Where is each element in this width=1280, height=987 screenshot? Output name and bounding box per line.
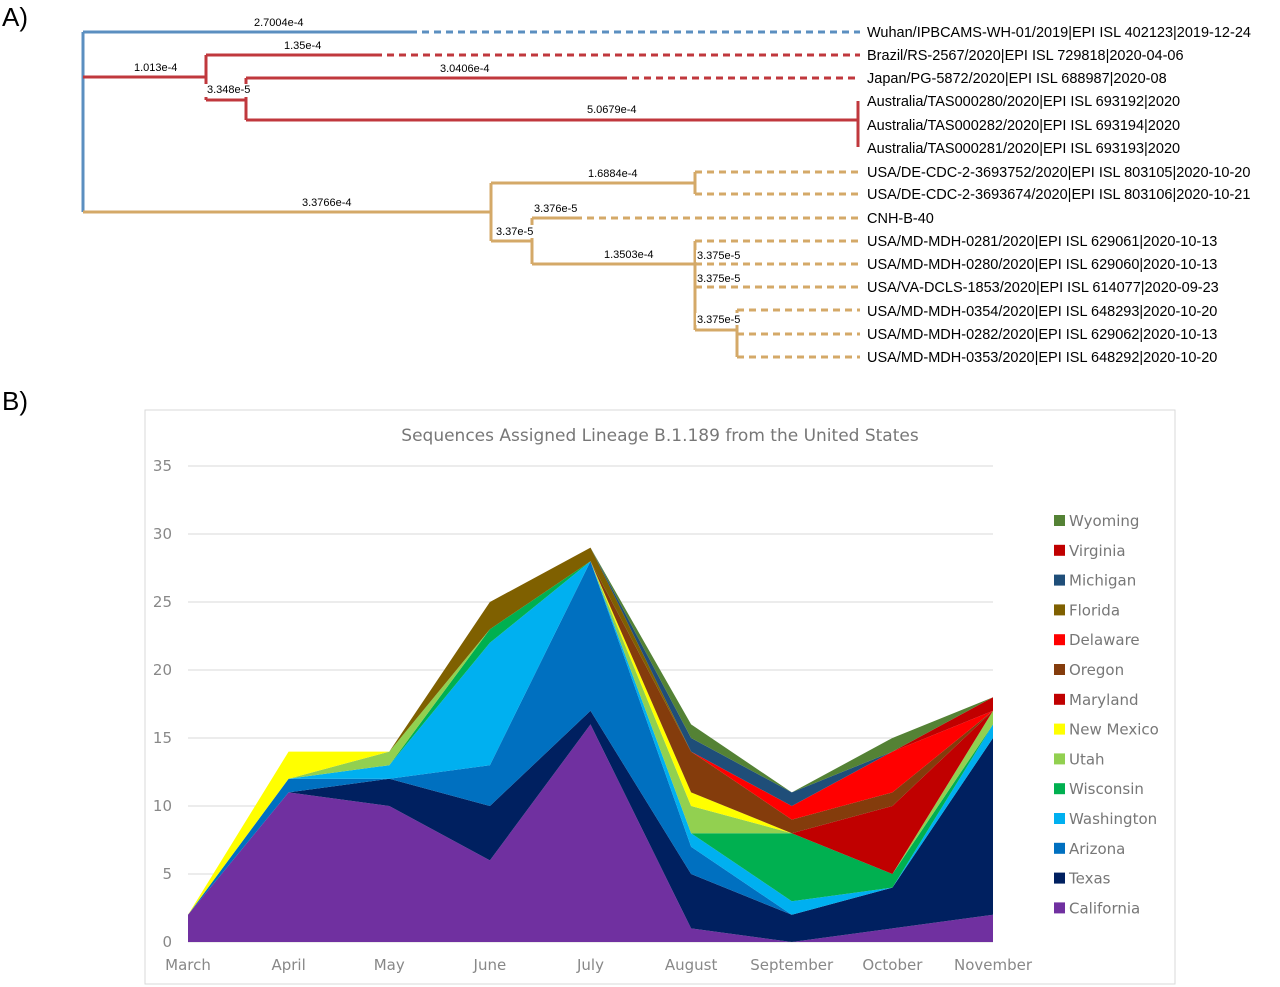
x-tick-label: May [374, 956, 405, 974]
blen-cnh: 3.376e-5 [534, 203, 577, 215]
leaf-label: Australia/TAS000282/2020|EPI ISL 693194|… [867, 118, 1180, 134]
blen-tan-inner: 3.37e-5 [496, 226, 533, 238]
blen-va: 3.375e-5 [697, 273, 740, 285]
blen-bg [696, 250, 744, 262]
legend-label: Utah [1069, 750, 1105, 768]
x-axis-ticks: March April May June July August September Octo… [165, 956, 1033, 974]
area-texas [188, 710, 993, 942]
leaf-labels: Wuhan/IPBCAMS-WH-01/2019|EPI ISL 402123|… [867, 25, 1251, 366]
blen-bg [493, 225, 535, 238]
legend-label: Delaware [1069, 631, 1140, 649]
blen-red-inner: 3.348e-5 [207, 84, 250, 96]
legend-swatch [1054, 902, 1065, 914]
blen-bg [696, 313, 744, 325]
y-tick-label: 30 [153, 525, 172, 543]
blen-red-clade: 1.013e-4 [134, 62, 177, 74]
legend-swatch [1054, 753, 1065, 765]
blen-bg [202, 84, 252, 97]
x-tick-label: September [750, 956, 834, 974]
leaf-label: Japan/PG-5872/2020|EPI ISL 688987|2020-0… [867, 71, 1167, 87]
y-tick-label: 5 [162, 865, 172, 883]
legend-label: Washington [1069, 810, 1157, 828]
area-california [188, 724, 993, 942]
x-tick-label: March [165, 956, 211, 974]
legend-label: Wisconsin [1069, 780, 1144, 798]
y-tick-label: 0 [162, 933, 172, 951]
leaf-label: USA/MD-MDH-0354/2020|EPI ISL 648293|2020… [867, 304, 1217, 320]
chart-areas [188, 547, 993, 942]
legend-label: Michigan [1069, 572, 1136, 590]
blen-australia: 5.0679e-4 [587, 104, 637, 116]
legend-swatch [1054, 813, 1065, 824]
leaf-label: USA/DE-CDC-2-3693674/2020|EPI ISL 803106… [867, 187, 1250, 203]
x-tick-label: April [271, 956, 305, 974]
leaf-label: Australia/TAS000281/2020|EPI ISL 693193|… [867, 141, 1180, 157]
branch-length-labels: 2.7004e-4 1.013e-4 1.35e-4 3.348e-5 3.04… [134, 17, 744, 326]
blen-tan-clade: 3.3766e-4 [302, 197, 352, 209]
x-tick-label: October [862, 956, 923, 974]
legend-swatch [1054, 842, 1065, 854]
phylogenetic-tree [81, 30, 860, 359]
y-tick-label: 25 [153, 593, 172, 611]
legend-label: Virginia [1069, 542, 1126, 560]
x-tick-label: November [954, 956, 1033, 974]
legend-swatch [1054, 544, 1065, 556]
legend-swatch [1054, 693, 1065, 705]
legend-swatch [1054, 634, 1065, 646]
blen-japan: 3.0406e-4 [440, 63, 490, 75]
blen-md-sub: 3.375e-5 [697, 314, 740, 326]
leaf-label: USA/DE-CDC-2-3693752/2020|EPI ISL 803105… [867, 165, 1250, 181]
legend-label: Arizona [1069, 840, 1125, 858]
leaf-label: USA/VA-DCLS-1853/2020|EPI ISL 614077|202… [867, 280, 1219, 296]
panel-b-label: B) [2, 386, 28, 416]
legend-swatch [1054, 515, 1065, 526]
legend-label: Oregon [1069, 661, 1124, 679]
legend-label: Wyoming [1069, 512, 1139, 530]
legend-swatch [1054, 872, 1065, 884]
chart-title: Sequences Assigned Lineage B.1.189 from … [401, 426, 919, 446]
panel-a-label: A) [2, 2, 28, 32]
leaf-label: Australia/TAS000280/2020|EPI ISL 693192|… [867, 94, 1180, 110]
area-oregon [188, 561, 993, 915]
legend-label: California [1069, 899, 1140, 917]
blen-de-pair: 1.6884e-4 [588, 168, 638, 180]
leaf-label: USA/MD-MDH-0282/2020|EPI ISL 629062|2020… [867, 327, 1217, 343]
y-tick-label: 20 [153, 661, 172, 679]
leaf-label: Wuhan/IPBCAMS-WH-01/2019|EPI ISL 402123|… [867, 25, 1251, 41]
leaf-label: CNH-B-40 [867, 211, 934, 227]
blen-md-clade: 1.3503e-4 [604, 249, 654, 261]
chart-legend: Wyoming Virginia Michigan Florida Delaware Or… [1054, 512, 1159, 917]
leaf-label: USA/MD-MDH-0353/2020|EPI ISL 648292|2020… [867, 350, 1217, 366]
legend-swatch [1054, 664, 1065, 675]
leaf-label: USA/MD-MDH-0281/2020|EPI ISL 629061|2020… [867, 234, 1217, 250]
blen-md-281: 3.375e-5 [697, 250, 740, 262]
legend-label: Maryland [1069, 691, 1139, 709]
blen-brazil: 1.35e-4 [284, 40, 321, 52]
x-tick-label: June [473, 956, 507, 974]
legend-label: Texas [1068, 870, 1111, 888]
x-tick-label: July [576, 956, 604, 974]
area-arizona [188, 561, 993, 915]
y-axis-ticks: 0 5 10 15 20 25 30 35 [153, 457, 172, 951]
legend-swatch [1054, 574, 1065, 586]
blen-wuhan: 2.7004e-4 [254, 17, 304, 29]
leaf-label: USA/MD-MDH-0280/2020|EPI ISL 629060|2020… [867, 257, 1217, 273]
leaf-label: Brazil/RS-2567/2020|EPI ISL 729818|2020-… [867, 48, 1184, 64]
legend-label: New Mexico [1069, 721, 1159, 739]
y-tick-label: 15 [153, 729, 172, 747]
y-tick-label: 10 [153, 797, 172, 815]
legend-swatch [1054, 604, 1065, 616]
legend-label: Florida [1069, 601, 1120, 619]
legend-swatch [1054, 723, 1065, 735]
legend-swatch [1054, 783, 1065, 795]
x-tick-label: August [665, 956, 718, 974]
y-tick-label: 35 [153, 457, 172, 475]
